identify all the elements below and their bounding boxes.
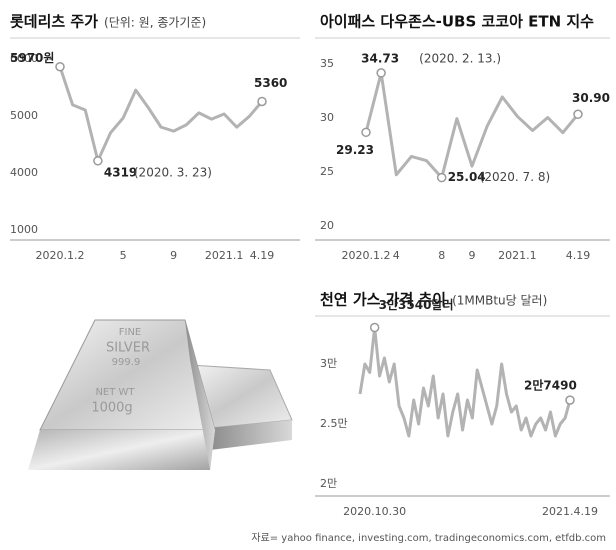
bar-text: FINE [119, 327, 142, 338]
point-marker [257, 96, 267, 107]
x-tick-label: 2020.10.30 [343, 505, 406, 518]
y-tick-label: 2.5만 [320, 417, 348, 430]
y-tick-label: 1000 [10, 223, 38, 236]
chart-subtitle: (1MMBtu당 달러) [452, 294, 547, 308]
annotation: (2020. 7. 8) [480, 170, 550, 184]
y-tick-label: 35 [320, 57, 334, 70]
x-tick-label: 4.19 [250, 249, 275, 262]
y-tick-label: 5000 [10, 109, 38, 122]
x-tick-label: 2020.1.2 [342, 249, 391, 262]
y-tick-label: 20 [320, 219, 334, 232]
point-marker [361, 127, 371, 138]
bar-text: 999.9 [112, 357, 141, 368]
point-marker [55, 61, 65, 72]
y-tick-label: 30 [320, 111, 334, 124]
x-tick-label: 2021.4.19 [542, 505, 598, 518]
y-tick-label: 25 [320, 165, 334, 178]
x-tick-label: 2021.1 [205, 249, 244, 262]
bar-text: NET WT [95, 387, 135, 398]
value-label: 25.04 [448, 170, 486, 184]
x-tick-label: 4 [393, 249, 400, 262]
value-label: 5360 [254, 76, 287, 90]
x-tick-label: 9 [170, 249, 177, 262]
x-tick-label: 5 [120, 249, 127, 262]
chart-title: 롯데리츠 주가 [10, 13, 98, 31]
point-marker [376, 68, 386, 78]
value-label: 4319 [104, 165, 137, 179]
annotation: (2020. 3. 23) [134, 165, 212, 179]
line-series [358, 326, 572, 438]
value-label: 29.23 [336, 143, 374, 157]
line-series [58, 66, 264, 163]
value-label: 5970원 [10, 51, 54, 65]
point-marker [573, 109, 583, 120]
x-tick-label: 2020.1.2 [36, 249, 85, 262]
x-tick-label: 8 [438, 249, 445, 262]
chart-title: 천연 가스 가격 추이 [320, 291, 446, 309]
y-tick-label: 3만 [320, 357, 337, 370]
bar-text: SILVER [106, 341, 150, 356]
x-tick-label: 2021.1 [498, 249, 537, 262]
point-marker [565, 395, 575, 405]
value-label: 3만3540달러 [379, 297, 454, 312]
y-tick-label: 6000 [10, 52, 38, 65]
bar-text: 1000g [91, 401, 132, 416]
y-tick-label: 2만 [320, 477, 337, 490]
point-marker [369, 322, 380, 333]
y-tick-label: 4000 [10, 166, 38, 179]
source: 자료= yahoo finance, investing.com, tradin… [251, 532, 606, 544]
x-tick-label: 9 [469, 249, 476, 262]
chart-title: 아이패스 다우존스-UBS 코코아 ETN 지수 [320, 13, 594, 31]
line-series [364, 71, 580, 180]
point-marker [436, 172, 447, 183]
silver-bars: FINE SILVER 999.9 NET WT 1000g [28, 319, 293, 470]
x-tick-label: 4.19 [566, 249, 591, 262]
value-label: 30.90 [572, 91, 610, 105]
point-marker [93, 156, 103, 166]
annotation: (2020. 2. 13.) [419, 51, 501, 65]
value-label: 2만7490 [524, 378, 577, 393]
chart-subtitle: (단위: 원, 종가기준) [104, 16, 206, 30]
value-label: 34.73 [361, 51, 399, 65]
